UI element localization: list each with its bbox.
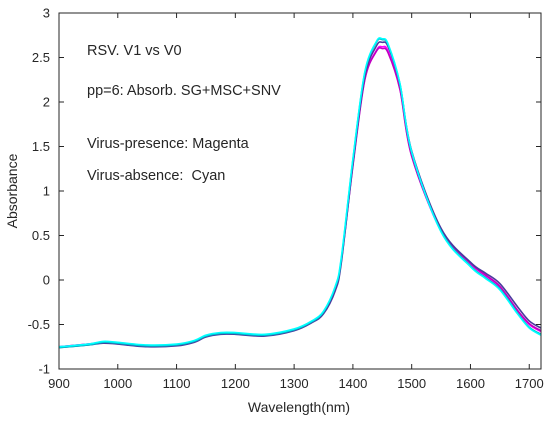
x-tick-label: 1000: [103, 376, 132, 391]
annotation-preprocessing: pp=6: Absorb. SG+MSC+SNV: [87, 83, 281, 99]
y-tick-label: -0.5: [28, 317, 50, 332]
y-tick-label: -1: [38, 362, 50, 377]
y-axis-ticks: -1 -0.5 0 0.5 1 1.5 2 2.5 3: [28, 6, 541, 377]
x-tick-label: 1300: [280, 376, 309, 391]
x-axis-title: Wavelength(nm): [248, 399, 350, 415]
x-tick-label: 1600: [456, 376, 485, 391]
annotation-title: RSV. V1 vs V0: [87, 43, 182, 59]
y-tick-label: 0: [43, 273, 50, 288]
y-tick-label: 2.5: [32, 50, 50, 65]
x-tick-label: 900: [48, 376, 70, 391]
y-tick-label: 1: [43, 184, 50, 199]
x-tick-label: 1400: [338, 376, 367, 391]
x-tick-label: 1200: [221, 376, 250, 391]
x-tick-label: 1100: [163, 376, 191, 391]
y-tick-label: 2: [43, 95, 50, 110]
y-tick-label: 1.5: [32, 139, 50, 154]
x-tick-label: 1500: [397, 376, 426, 391]
series-layer: [58, 37, 542, 349]
y-tick-label: 3: [43, 6, 50, 21]
x-tick-label: 1700: [515, 376, 544, 391]
annotation-virus-presence: Virus-presence: Magenta: [87, 136, 250, 152]
x-axis-ticks: 900 1000 1100 1200 1300 1400 1500 1600 1700: [48, 13, 544, 391]
annotation-virus-absence: Virus-absence: Cyan: [87, 168, 225, 184]
y-axis-title: Absorbance: [4, 153, 20, 228]
y-tick-label: 0.5: [32, 228, 50, 243]
spectrum-line-5: [58, 37, 542, 348]
